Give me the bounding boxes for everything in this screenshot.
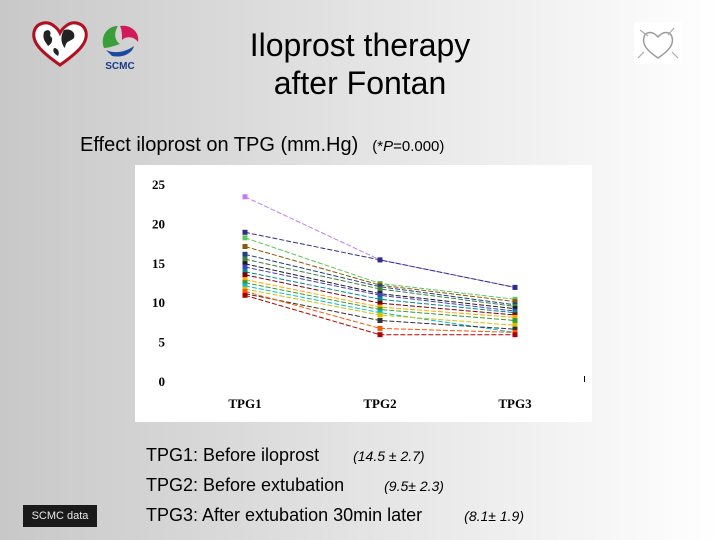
- legend-value: (14.5 ± 2.7): [353, 448, 425, 464]
- series-line: [244, 263, 516, 310]
- series-line: [244, 290, 516, 333]
- data-point: [242, 256, 248, 262]
- data-point: [242, 269, 248, 275]
- data-point: [242, 194, 248, 200]
- data-point: [377, 332, 383, 338]
- p-suffix: =0.000): [393, 138, 445, 155]
- x-tick-label: TPG1: [228, 396, 261, 411]
- legend-row-tpg3: TPG3: After extubation 30min later (8.1± …: [146, 501, 524, 531]
- title-line-1: Iloprost therapy: [249, 27, 471, 63]
- heart-globe-logo: [32, 21, 88, 67]
- tpg-legend: TPG1: Before iloprost (14.5 ± 2.7) TPG2: …: [146, 441, 524, 531]
- p-letter: P: [383, 138, 394, 155]
- slide-title: Iloprost therapy after Fontan: [180, 26, 540, 102]
- p-value: (*P=0.000): [372, 138, 444, 155]
- data-point: [242, 264, 248, 270]
- series-line: [244, 258, 516, 307]
- data-point: [242, 235, 248, 241]
- data-point: [242, 229, 248, 235]
- data-point: [512, 284, 518, 290]
- y-tick-label: 10: [152, 295, 165, 310]
- series-line: [244, 196, 516, 288]
- scmc-logo-text: SCMC: [105, 61, 134, 72]
- data-point: [512, 299, 518, 305]
- data-point: [512, 332, 518, 338]
- y-tick-label: 0: [159, 374, 166, 389]
- data-point: [242, 277, 248, 283]
- data-point: [242, 272, 248, 278]
- data-point: [512, 314, 518, 320]
- data-point: [242, 261, 248, 267]
- data-point: [377, 292, 383, 298]
- y-tick-label: 5: [159, 335, 166, 350]
- data-point: [377, 300, 383, 306]
- p-prefix: (*: [372, 138, 384, 155]
- data-point: [242, 280, 248, 286]
- legend-label: TPG2: Before extubation: [146, 475, 345, 495]
- legend-value: (8.1± 1.9): [464, 508, 524, 524]
- tpg-line-chart: 0 5 10 15 20 25 TPG1 TPG2 TPG3: [135, 165, 592, 422]
- data-point: [242, 283, 248, 289]
- data-point: [377, 286, 383, 292]
- hand-heart-logo: [634, 22, 682, 64]
- legend-label: TPG3: After extubation 30min later: [146, 505, 423, 525]
- data-point: [242, 292, 248, 298]
- x-tick-label: TPG3: [498, 396, 532, 411]
- data-point: [377, 312, 383, 318]
- series-line: [244, 253, 516, 306]
- subtitle-text: Effect iloprost on TPG (mm.Hg): [80, 134, 359, 156]
- data-point: [242, 288, 248, 294]
- legend-label: TPG1: Before iloprost: [146, 445, 320, 465]
- data-point: [242, 251, 248, 257]
- chart-edge-mark: [584, 376, 585, 382]
- legend-row-tpg1: TPG1: Before iloprost (14.5 ± 2.7): [146, 441, 524, 471]
- data-point: [512, 322, 518, 328]
- tpg-chart-svg: 0 5 10 15 20 25 TPG1 TPG2 TPG3: [152, 177, 532, 411]
- title-line-2: after Fontan: [273, 65, 447, 101]
- data-point: [512, 326, 518, 332]
- scmc-data-badge: SCMC data: [23, 505, 97, 527]
- data-point: [377, 325, 383, 331]
- legend-value: (9.5± 2.3): [384, 478, 444, 494]
- y-tick-label: 25: [152, 177, 166, 192]
- data-point: [512, 318, 518, 323]
- chart-subtitle: Effect iloprost on TPG (mm.Hg) (*P=0.000): [80, 134, 444, 157]
- x-tick-label: TPG2: [363, 396, 396, 411]
- data-point: [377, 318, 383, 323]
- scmc-logo: SCMC: [102, 25, 139, 72]
- data-point: [377, 307, 383, 312]
- data-point: [242, 244, 248, 249]
- legend-row-tpg2: TPG2: Before extubation (9.5± 2.3): [146, 471, 524, 501]
- y-tick-label: 20: [152, 216, 165, 231]
- data-point: [377, 296, 383, 302]
- y-tick-label: 15: [152, 256, 166, 271]
- data-point: [377, 257, 383, 263]
